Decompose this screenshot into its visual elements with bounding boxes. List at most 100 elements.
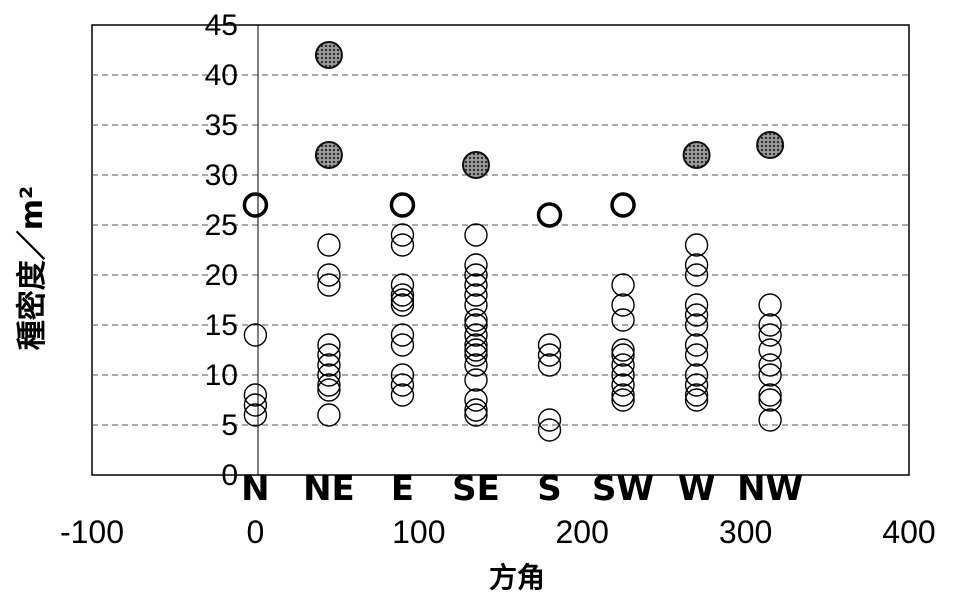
data-point	[317, 273, 341, 297]
data-point	[684, 303, 709, 327]
data-point	[684, 363, 709, 387]
data-point	[684, 333, 709, 357]
x-tick-label: 200	[556, 514, 609, 550]
data-point	[464, 398, 488, 422]
data-point	[317, 378, 341, 402]
data-point	[758, 293, 782, 317]
data-point	[464, 283, 488, 307]
data-point-filled	[756, 131, 785, 159]
x-tick-labels: -100 0 100 200 300 400	[60, 514, 936, 550]
direction-label: NE	[303, 469, 355, 509]
data-point	[390, 233, 415, 257]
data-point-bold	[610, 192, 636, 218]
direction-labels: N NE E SE S SW W NW	[241, 469, 803, 509]
y-tick-label: 45	[205, 9, 238, 42]
data-point	[684, 383, 709, 407]
data-point	[464, 388, 488, 412]
data-point	[464, 313, 488, 337]
x-tick-label: -100	[60, 514, 124, 550]
data-point	[464, 368, 488, 392]
data-point	[684, 263, 709, 287]
y-tick-label: 10	[205, 359, 238, 392]
data-point	[611, 308, 635, 332]
data-point	[390, 363, 415, 387]
data-point	[317, 343, 341, 367]
direction-label: NW	[737, 469, 803, 509]
data-point	[464, 353, 488, 377]
data-point	[537, 343, 562, 367]
data-point	[390, 223, 415, 247]
data-point	[611, 353, 635, 377]
data-point	[464, 253, 488, 277]
data-point	[317, 333, 341, 357]
data-point	[684, 293, 709, 317]
data-point	[611, 373, 635, 397]
y-tick-label: 30	[205, 159, 238, 192]
direction-label: E	[391, 469, 414, 509]
x-tick-label: 100	[392, 514, 445, 550]
data-point	[464, 308, 488, 332]
data-point	[317, 353, 341, 377]
data-point-bold	[536, 202, 563, 228]
direction-label: S	[537, 469, 562, 509]
x-axis-title: 方角	[489, 561, 545, 594]
data-point	[243, 403, 268, 427]
data-point	[464, 343, 488, 367]
data-point	[390, 383, 415, 407]
data-point	[758, 408, 782, 432]
y-tick-label: 40	[205, 59, 238, 92]
data-point	[684, 253, 709, 277]
data-point	[390, 273, 415, 297]
data-point	[243, 323, 268, 347]
data-point	[390, 373, 415, 397]
data-point	[684, 313, 709, 337]
data-point	[464, 323, 488, 347]
data-point	[464, 403, 488, 427]
x-tick-label: 0	[247, 514, 265, 550]
data-point	[684, 388, 709, 412]
y-tick-labels: 0 5 10 15 20 25 30 35 40 45	[205, 9, 238, 492]
data-point	[684, 233, 709, 257]
data-point	[464, 273, 488, 297]
data-point	[390, 283, 415, 307]
x-tick-label: 300	[719, 514, 772, 550]
data-point	[464, 333, 488, 357]
data-point	[611, 273, 635, 297]
data-point	[537, 333, 562, 357]
data-point-filled	[461, 151, 490, 179]
plot-area	[91, 24, 910, 476]
y-tick-label: 5	[221, 409, 238, 442]
data-point-bold	[389, 192, 416, 218]
direction-label: SW	[592, 469, 654, 509]
data-point	[758, 313, 782, 337]
data-point	[317, 363, 341, 387]
data-point	[611, 388, 635, 412]
data-point	[611, 338, 635, 362]
data-point-bold	[242, 192, 269, 218]
data-point	[317, 373, 341, 397]
data-point-filled	[314, 141, 343, 169]
data-point	[464, 263, 488, 287]
y-tick-label: 0	[221, 459, 238, 492]
data-point	[611, 343, 635, 367]
data-point	[758, 383, 782, 407]
y-tick-label: 25	[205, 209, 238, 242]
data-point	[243, 383, 268, 407]
data-point	[537, 418, 562, 442]
direction-label: N	[241, 469, 269, 509]
data-point	[537, 353, 562, 377]
data-point	[537, 408, 562, 432]
data-point	[317, 263, 341, 287]
direction-label: W	[678, 469, 716, 509]
y-axis-title: 種密度／m²	[15, 186, 50, 350]
data-point	[758, 338, 782, 362]
data-point	[317, 403, 341, 427]
data-point	[390, 333, 415, 357]
data-point	[243, 393, 268, 417]
data-point	[611, 363, 635, 387]
data-point	[464, 338, 488, 362]
data-point	[758, 363, 782, 387]
direction-label: SE	[452, 469, 500, 509]
x-tick-label: 400	[882, 514, 935, 550]
